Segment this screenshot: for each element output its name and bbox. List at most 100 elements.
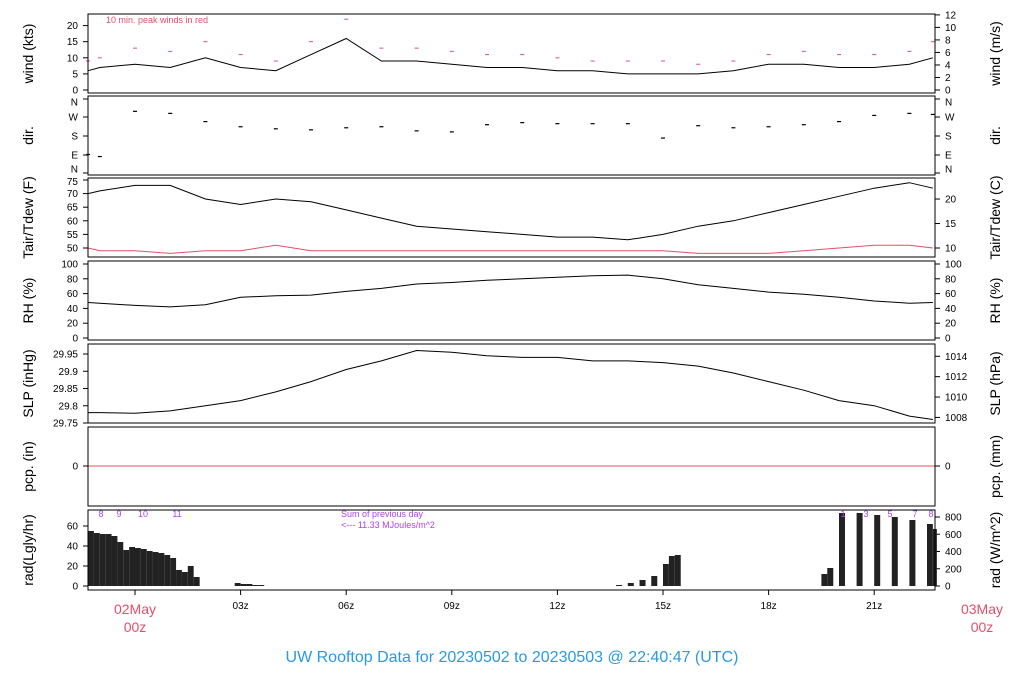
rad-bar <box>258 585 265 586</box>
slp-tick-label: 29.85 <box>53 384 78 395</box>
dir-tick-label: S <box>71 132 78 143</box>
rh-ylabel-right: RH (%) <box>987 278 1003 324</box>
rad-ylabel-right: rad (W/m^2) <box>987 512 1003 589</box>
hour-mark: 11 <box>172 509 181 519</box>
wind-frame <box>87 13 936 94</box>
dir-tick-label: W <box>69 113 79 124</box>
rh-tick-label-right: 60 <box>945 289 957 300</box>
panel-pcp: pcp. (in) pcp. (mm) 0 0 <box>20 426 1003 507</box>
dir-ylabel: dir. <box>20 126 36 145</box>
slp-tick-label-right: 1008 <box>945 413 968 424</box>
wind-tick-label-right: 4 <box>945 60 951 71</box>
slp-tick-label: 29.8 <box>59 401 79 412</box>
rad-bar <box>105 534 112 586</box>
hour-mark: 9 <box>116 509 121 519</box>
wind-tick-label: 0 <box>72 86 78 97</box>
rad-bar <box>891 517 898 586</box>
rad-bar <box>827 568 834 586</box>
wind-tick-label-right: 12 <box>945 10 957 21</box>
temp-ylabel-right: Tair/Tdew (C) <box>987 175 1003 259</box>
rh-tick-label: 100 <box>61 260 78 271</box>
rh-tick-label: 80 <box>67 274 79 285</box>
rad-bar <box>187 566 194 586</box>
rad-bar <box>927 524 933 586</box>
temp-tick-label: 70 <box>67 189 79 200</box>
rad-bar <box>164 555 171 586</box>
rad-bar <box>158 553 165 586</box>
rad-tick-label: 0 <box>72 582 78 593</box>
rad-bar <box>627 583 634 586</box>
x-axis: 03z 06z 09z 12z 15z 18z 21z 02May 00z 03May 00z <box>114 590 1003 635</box>
rh-tick-label-right: 40 <box>945 304 957 315</box>
temp-tick-label: 75 <box>67 177 79 188</box>
dir-tick-label-right: N <box>945 98 952 109</box>
slp-tick-label: 29.75 <box>53 419 78 430</box>
rad-bar <box>839 513 845 586</box>
dir-ylabel-right: dir. <box>987 126 1003 145</box>
hour-mark: 5 <box>887 509 892 519</box>
rad-bar <box>88 531 94 586</box>
end-hour-label: 00z <box>971 619 994 635</box>
rad-tick-label-right: 400 <box>945 547 962 558</box>
rad-bar <box>129 547 135 586</box>
rad-bar <box>181 572 188 586</box>
rh-line <box>88 274 933 308</box>
rad-bar <box>674 555 681 586</box>
rad-bar <box>856 513 863 586</box>
rad-bar <box>135 548 141 586</box>
rad-ylabel: rad(Lgly/hr) <box>20 514 36 586</box>
wind-tick-label-right: 10 <box>945 23 957 34</box>
rad-bar <box>874 515 881 586</box>
dir-tick-label: N <box>71 165 78 176</box>
rad-bar <box>93 533 100 586</box>
temp-ylabel: Tair/Tdew (F) <box>20 176 36 258</box>
rh-tick-label: 40 <box>67 304 79 315</box>
rad-tick-label-right: 600 <box>945 530 962 541</box>
rad-bar <box>234 583 241 586</box>
rad-bar <box>252 585 259 586</box>
rad-bar <box>193 577 200 586</box>
wind-tick-label-right: 2 <box>945 73 951 84</box>
rad-tick-label-right: 800 <box>945 513 962 524</box>
hour-mark: 10 <box>138 509 148 519</box>
slp-tick-label-right: 1012 <box>945 372 968 383</box>
temp-tick-label-right: 10 <box>945 244 957 255</box>
end-date-label: 03May <box>961 601 1003 617</box>
slp-tick-label-right: 1010 <box>945 393 968 404</box>
rad-tick-label: 20 <box>67 562 79 573</box>
rad-annotation-2: <--- 11.33 MJoules/m^2 <box>341 520 435 530</box>
wind-line <box>87 37 934 75</box>
page-title: UW Rooftop Data for 20230502 to 20230503… <box>285 649 739 666</box>
hour-mark: 8 <box>98 509 103 519</box>
pcp-ylabel: pcp. (in) <box>20 441 36 492</box>
rad-bar <box>176 570 182 586</box>
rad-bar <box>170 558 177 586</box>
rad-bar <box>668 556 675 586</box>
panel-slp: SLP (inHg) SLP (hPa) 29.75 29.8 29.85 29.9 29.… <box>20 343 1003 430</box>
panel-rad: rad(Lgly/hr) rad (W/m^2)02040600200400600… <box>20 509 1003 593</box>
x-tick-label: 06z <box>338 601 354 612</box>
temp-tick-label-right: 20 <box>945 195 957 206</box>
rh-tick-label: 60 <box>67 289 79 300</box>
dir-tick-label: N <box>71 98 78 109</box>
temp-series-1 <box>87 244 933 254</box>
pcp-tick-label-right: 0 <box>945 462 951 473</box>
temp-tick-label: 55 <box>67 230 79 241</box>
rh-frame <box>87 260 936 341</box>
rad-tick-label-right: 200 <box>945 564 962 575</box>
wind-tick-label-right: 8 <box>945 35 951 46</box>
rad-bar <box>123 550 130 586</box>
start-date-label: 02May <box>114 601 156 617</box>
rad-bar <box>639 580 646 586</box>
temp-tick-label: 50 <box>67 244 79 255</box>
pcp-frame <box>87 426 936 507</box>
x-tick-label: 18z <box>761 601 777 612</box>
wind-ylabel: wind (kts) <box>20 24 36 85</box>
rad-bar <box>240 584 247 586</box>
rad-bar <box>99 534 106 586</box>
wind-tick-label: 20 <box>67 21 79 32</box>
rad-bar <box>616 585 623 586</box>
rad-tick-label: 60 <box>67 522 79 533</box>
